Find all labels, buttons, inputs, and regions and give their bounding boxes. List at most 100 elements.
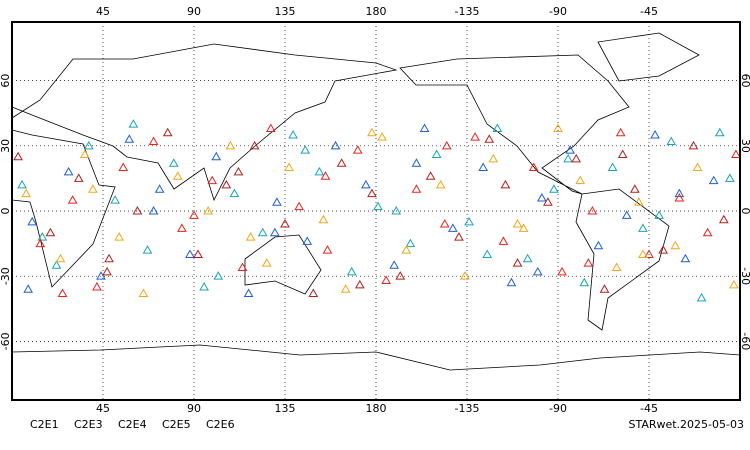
observation-marker: [102, 266, 112, 276]
observation-marker: [464, 216, 474, 226]
observation-marker: [579, 277, 590, 287]
observation-marker: [213, 271, 224, 280]
observation-marker: [405, 238, 416, 248]
y-tick-label: 60: [0, 74, 12, 88]
observation-marker: [553, 123, 563, 132]
observation-marker: [702, 227, 713, 237]
observation-marker: [658, 245, 669, 254]
x-tick-label: -45: [640, 402, 658, 415]
observation-marker: [680, 253, 691, 263]
observation-marker: [346, 266, 357, 276]
observation-marker: [543, 197, 553, 206]
observation-marker: [621, 210, 632, 219]
observation-marker: [500, 179, 511, 189]
observation-marker: [314, 166, 325, 176]
x-tick-label: 90: [187, 5, 201, 18]
observation-marker: [536, 192, 547, 202]
y-tick-label: -30: [739, 267, 750, 285]
observation-marker: [330, 140, 341, 150]
observation-marker: [280, 219, 290, 228]
observation-marker: [688, 140, 699, 150]
observation-marker: [377, 132, 387, 141]
observation-marker: [110, 195, 120, 204]
observation-marker: [512, 219, 523, 228]
observation-marker: [506, 277, 517, 287]
y-tick-label: -30: [0, 267, 12, 285]
observation-marker: [354, 279, 365, 289]
observation-marker: [522, 253, 533, 263]
antarctica: [11, 344, 741, 371]
observation-marker: [104, 253, 114, 263]
observation-marker: [189, 210, 199, 219]
observation-marker: [532, 266, 543, 276]
observation-marker: [162, 127, 173, 137]
observation-marker: [729, 279, 739, 289]
observation-marker: [83, 140, 94, 150]
observation-marker: [611, 262, 622, 271]
y-tick-label: 0: [739, 208, 750, 215]
observation-marker: [35, 238, 46, 248]
observation-marker: [63, 166, 74, 176]
observation-marker: [265, 123, 276, 132]
observation-marker: [270, 227, 280, 237]
observation-marker: [447, 223, 458, 232]
observation-marker: [294, 201, 305, 211]
observation-marker: [67, 195, 78, 204]
observation-marker: [411, 184, 422, 193]
observation-marker: [644, 249, 654, 258]
observation-marker: [207, 175, 218, 185]
observation-marker: [557, 266, 567, 276]
observation-marker: [460, 271, 470, 280]
observation-marker: [617, 149, 628, 159]
observation-marker: [488, 153, 499, 163]
observation-marker: [193, 249, 203, 258]
y-tick-label: 60: [739, 74, 750, 88]
observation-marker: [302, 236, 313, 245]
y-tick-label: -60: [739, 332, 750, 350]
observation-marker: [284, 162, 294, 172]
observation-marker: [431, 149, 442, 159]
observation-marker: [367, 127, 377, 137]
observation-marker: [454, 232, 464, 241]
observation-marker: [225, 140, 236, 150]
observation-marker: [51, 260, 62, 269]
observation-marker: [435, 179, 446, 189]
observation-marker: [563, 153, 573, 163]
observation-marker: [23, 284, 34, 293]
observation-marker: [138, 288, 149, 298]
observation-marker: [391, 205, 402, 215]
observation-marker: [708, 175, 719, 185]
observation-marker: [518, 223, 529, 232]
observation-marker: [128, 119, 139, 128]
observation-marker: [13, 151, 23, 161]
observation-marker: [492, 123, 503, 132]
observation-marker: [674, 188, 685, 198]
observation-marker: [272, 197, 282, 206]
x-tick-label: 90: [187, 402, 201, 415]
observation-marker: [638, 249, 648, 258]
observation-marker: [512, 258, 523, 267]
observation-marker: [419, 123, 430, 132]
observation-marker: [243, 288, 254, 298]
observation-marker: [401, 245, 412, 254]
observation-marker: [148, 205, 159, 215]
observation-marker: [124, 134, 135, 143]
eurasia: [11, 43, 398, 202]
africa: [11, 129, 116, 288]
observation-marker: [168, 158, 179, 167]
observation-marker: [88, 184, 98, 193]
observation-marker: [484, 134, 495, 143]
observation-marker: [367, 188, 377, 198]
observation-marker: [27, 216, 38, 226]
observation-marker: [389, 260, 400, 269]
observation-marker: [696, 292, 707, 302]
x-tick-label: -135: [455, 402, 480, 415]
observation-marker: [73, 173, 84, 182]
observation-marker: [308, 288, 319, 298]
observation-marker: [583, 258, 594, 267]
north-america: [399, 54, 630, 195]
observation-marker: [482, 249, 493, 258]
observation-marker: [629, 184, 640, 193]
observation-marker: [714, 127, 725, 137]
observation-marker: [17, 179, 27, 189]
